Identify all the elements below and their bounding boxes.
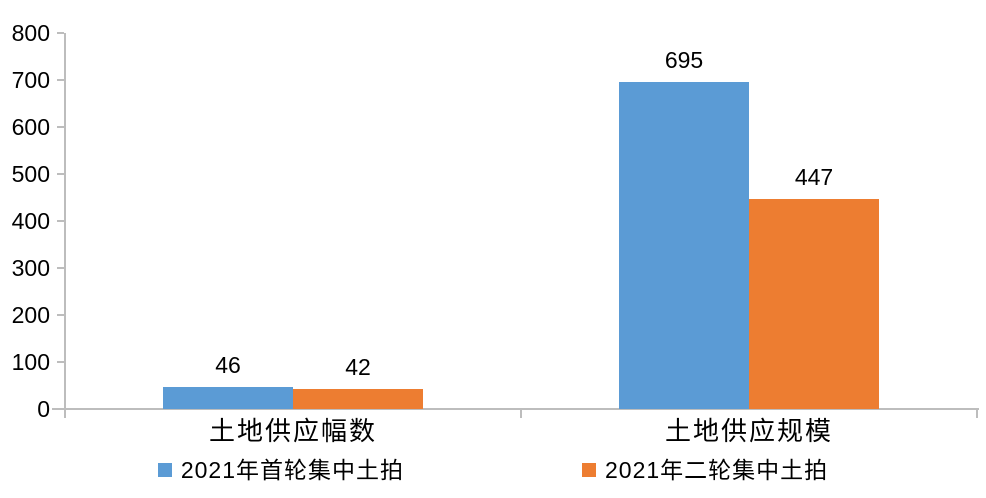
category-label: 土地供应幅数 [208, 416, 377, 446]
y-tick-label: 400 [11, 208, 50, 234]
y-tick-label: 500 [11, 161, 50, 187]
bar-s1-c0 [293, 389, 423, 409]
chart-legend: 2021年首轮集中土拍 2021年二轮集中土拍 [0, 457, 986, 483]
y-tick-mark [57, 173, 64, 175]
y-tick-mark [57, 32, 64, 34]
bar-value-label: 46 [215, 352, 241, 379]
y-tick-label: 700 [11, 67, 50, 93]
y-axis-line [64, 33, 66, 417]
x-tick-mark [64, 410, 66, 418]
bar-s0-c0 [163, 387, 293, 409]
x-axis-line [52, 408, 979, 410]
y-tick-label: 800 [11, 20, 50, 46]
legend-label: 2021年二轮集中土拍 [605, 457, 829, 483]
y-tick-label: 0 [37, 396, 50, 422]
bar-value-label: 695 [664, 47, 704, 74]
legend-item: 2021年二轮集中土拍 [582, 457, 828, 483]
bar-s0-c1 [619, 82, 749, 409]
bar-s1-c1 [749, 198, 879, 409]
category-label: 土地供应规模 [664, 416, 833, 446]
y-tick-mark [57, 314, 64, 316]
y-tick-label: 600 [11, 114, 50, 140]
y-tick-mark [57, 408, 64, 410]
y-tick-mark [57, 361, 64, 363]
legend-item: 2021年首轮集中土拍 [157, 457, 404, 483]
x-tick-mark [976, 410, 978, 418]
legend-swatch-icon [582, 463, 596, 477]
y-tick-label: 100 [11, 349, 50, 375]
bar-value-label: 42 [345, 354, 371, 381]
x-tick-mark [520, 410, 522, 418]
y-tick-label: 200 [11, 302, 50, 328]
y-tick-mark [57, 126, 64, 128]
y-tick-mark [57, 79, 64, 81]
legend-label: 2021年首轮集中土拍 [180, 457, 404, 483]
y-tick-label: 300 [11, 255, 50, 281]
y-tick-mark [57, 220, 64, 222]
y-tick-mark [57, 267, 64, 269]
bar-value-label: 447 [794, 163, 834, 190]
legend-swatch-icon [157, 463, 172, 477]
